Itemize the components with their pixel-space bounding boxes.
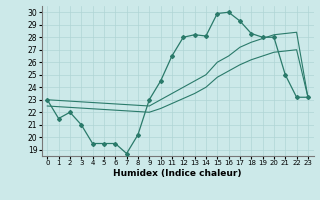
X-axis label: Humidex (Indice chaleur): Humidex (Indice chaleur): [113, 169, 242, 178]
